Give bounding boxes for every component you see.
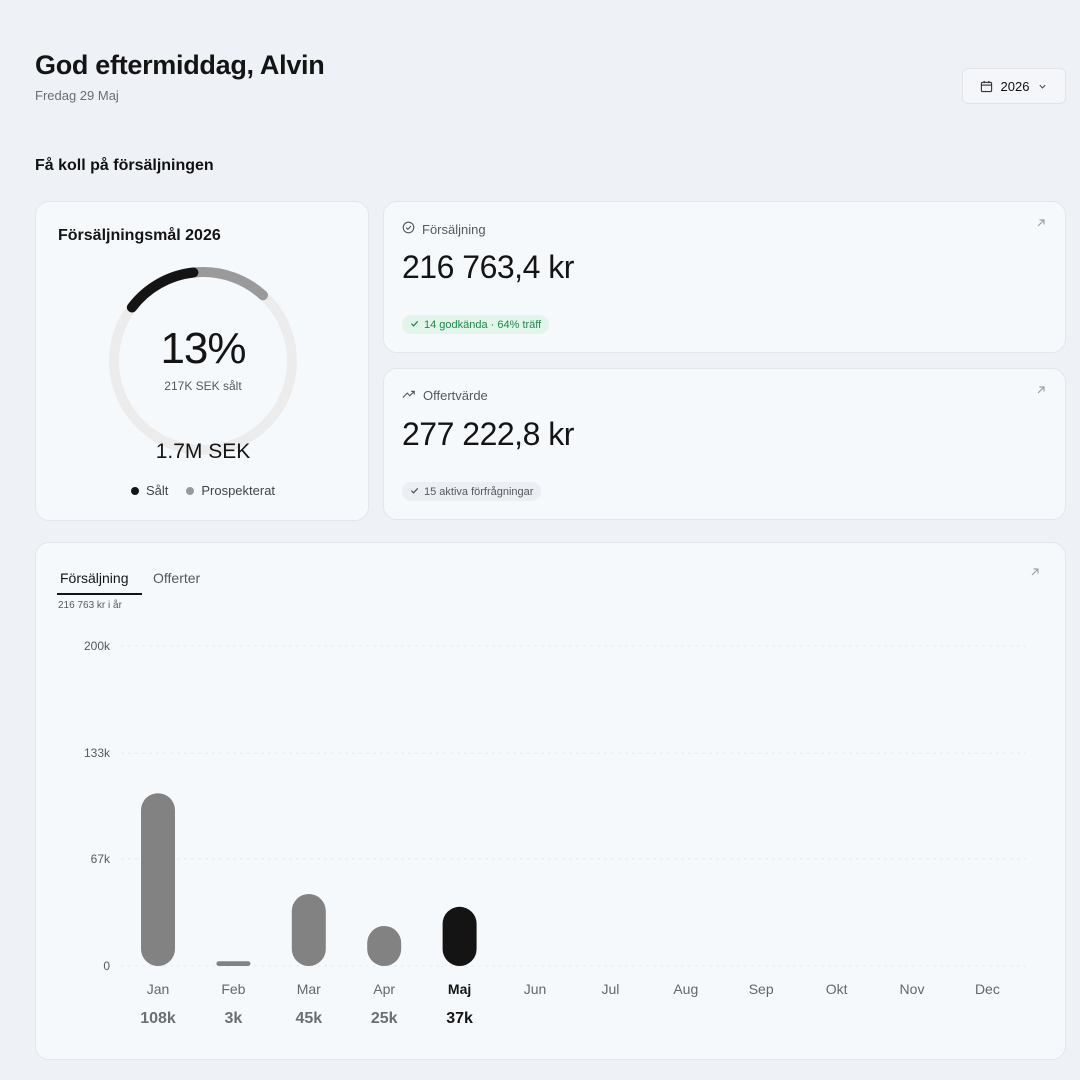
chart-bar-feb[interactable] xyxy=(216,961,251,966)
sales-goal-card: Försäljningsmål 2026 13% 217K SEK sålt 1… xyxy=(35,201,369,521)
x-tick-label: Okt xyxy=(825,981,848,997)
goal-percent: 13% xyxy=(160,324,246,373)
x-tick-label: Mar xyxy=(296,981,321,997)
tab-sales[interactable]: Försäljning xyxy=(60,570,129,586)
chart-bar-jan[interactable] xyxy=(141,793,175,966)
sales-goal-gauge xyxy=(109,267,297,455)
sales-stat-header: Försäljning xyxy=(402,221,486,237)
x-tick-label: Jun xyxy=(523,981,547,997)
open-chart-arrow-icon[interactable] xyxy=(1029,565,1043,579)
x-tick-label: Dec xyxy=(974,981,1000,997)
legend-item-prospected: Prospekterat xyxy=(186,483,275,498)
open-sales-arrow-icon[interactable] xyxy=(1035,216,1049,230)
chart-bar-apr[interactable] xyxy=(367,926,402,966)
x-tick-label: Jul xyxy=(601,981,620,997)
trending-up-icon xyxy=(402,388,416,403)
legend-label-prospected: Prospekterat xyxy=(201,483,276,498)
legend-dot-prospected xyxy=(186,486,195,495)
x-tick-label: Jan xyxy=(146,981,170,997)
section-title: Få koll på försäljningen xyxy=(35,157,214,174)
sales-stat-value: 216 763,4 kr xyxy=(402,249,574,285)
active-tab-indicator xyxy=(57,593,142,595)
y-tick-label: 0 xyxy=(103,959,110,973)
x-tick-label: Aug xyxy=(673,981,699,997)
check-icon xyxy=(410,486,419,498)
sales-bar-chart xyxy=(121,645,1026,967)
sales-stat-label: Försäljning xyxy=(422,221,486,237)
greeting-title: God eftermiddag, Alvin xyxy=(35,50,325,80)
quote-stat-header: Offertvärde xyxy=(402,388,488,403)
bar-value-label: 37k xyxy=(446,1010,473,1027)
legend-dot-sold xyxy=(130,486,139,495)
quote-stat-badge-label: 15 aktiva förfrågningar xyxy=(424,485,534,498)
quote-stat-badge: 15 aktiva förfrågningar xyxy=(402,482,542,501)
bar-value-label: 45k xyxy=(295,1010,323,1027)
bar-value-label: 25k xyxy=(370,1010,398,1027)
x-tick-label: Nov xyxy=(899,981,925,997)
bar-value-label: 3k xyxy=(224,1010,243,1027)
sales-chart-card: Försäljning Offerter 216 763 kr i år 0 67… xyxy=(35,542,1066,1060)
quote-value-stat-card[interactable]: Offertvärde 277 222,8 kr 15 aktiva förfr… xyxy=(383,368,1066,520)
year-selector-button[interactable]: 2026 xyxy=(962,68,1066,104)
quote-stat-label: Offertvärde xyxy=(423,388,488,403)
x-tick-label: Apr xyxy=(373,981,396,997)
tab-quotes[interactable]: Offerter xyxy=(153,570,201,586)
sales-goal-title: Försäljningsmål 2026 xyxy=(58,227,221,244)
year-selector-label: 2026 xyxy=(1000,78,1030,94)
legend-label-sold: Sålt xyxy=(145,483,169,498)
x-tick-label: Sep xyxy=(748,981,774,997)
sales-stat-badge-label: 14 godkända · 64% träff xyxy=(424,318,542,331)
legend-item-sold: Sålt xyxy=(130,483,169,498)
chart-bar-mar[interactable] xyxy=(291,894,326,966)
chevron-down-icon xyxy=(1037,81,1048,92)
y-tick-label: 67k xyxy=(90,851,110,866)
goal-sold-subtitle: 217K SEK sålt xyxy=(164,379,242,393)
bar-value-label: 108k xyxy=(140,1010,176,1027)
chart-subtitle: 216 763 kr i år xyxy=(58,600,122,611)
calendar-icon xyxy=(980,80,993,93)
chart-bar-maj[interactable] xyxy=(442,906,477,966)
current-date: Fredag 29 Maj xyxy=(35,88,119,103)
gauge-arc-sold xyxy=(126,267,199,313)
check-icon xyxy=(410,319,419,331)
open-quotes-arrow-icon[interactable] xyxy=(1035,383,1049,397)
x-tick-label: Maj xyxy=(447,981,472,997)
sales-stat-badge: 14 godkända · 64% träff xyxy=(402,315,550,334)
goal-legend: Sålt Prospekterat xyxy=(36,483,370,498)
quote-stat-value: 277 222,8 kr xyxy=(402,416,574,452)
check-circle-icon xyxy=(402,221,415,237)
goal-total: 1.7M SEK xyxy=(155,440,251,463)
x-tick-label: Feb xyxy=(221,981,246,997)
y-tick-label: 133k xyxy=(83,746,110,761)
y-tick-label: 200k xyxy=(83,639,110,653)
sales-stat-card[interactable]: Försäljning 216 763,4 kr 14 godkända · 6… xyxy=(383,201,1066,353)
